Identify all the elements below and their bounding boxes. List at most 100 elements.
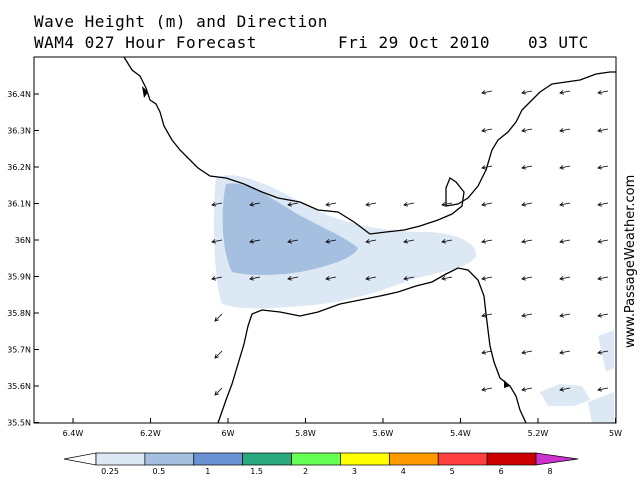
scale-swatch bbox=[95, 452, 146, 466]
wave-arrow bbox=[597, 165, 609, 169]
wave-arrow-head bbox=[521, 90, 526, 95]
wave-arrow bbox=[521, 387, 533, 391]
wave-arrow bbox=[597, 90, 609, 94]
wave-arrow-head bbox=[521, 313, 526, 318]
wave-arrow-head bbox=[559, 128, 564, 133]
watermark: www.PassageWeather.com bbox=[623, 175, 638, 348]
wave-arrow-head bbox=[597, 313, 602, 318]
wave-arrow bbox=[559, 90, 571, 94]
wave-arrow-head bbox=[249, 276, 254, 281]
wave-arrow-head bbox=[521, 239, 526, 244]
wave-arrow-head bbox=[481, 202, 486, 207]
latitude-label: 36.2N bbox=[7, 163, 31, 172]
scale-label: 0.25 bbox=[101, 467, 119, 476]
islet-mark bbox=[504, 380, 510, 388]
scale-label: 6 bbox=[499, 467, 504, 476]
wave-arrow-head bbox=[481, 387, 486, 392]
latitude-label: 35.9N bbox=[7, 273, 31, 282]
wave-arrow-head bbox=[481, 90, 486, 95]
wave-arrow-head bbox=[559, 387, 564, 392]
wave-arrow bbox=[559, 276, 571, 280]
wave-arrow bbox=[559, 313, 571, 317]
wave-arrow bbox=[481, 239, 493, 243]
wave-arrow-head bbox=[214, 317, 219, 322]
wave-arrow-head bbox=[365, 239, 370, 244]
wave-arrow bbox=[211, 239, 223, 243]
scale-swatch bbox=[437, 452, 488, 466]
wave-arrow-head bbox=[365, 276, 370, 281]
wave-arrow-head bbox=[559, 90, 564, 95]
wave-arrow bbox=[249, 202, 261, 206]
wave-arrow bbox=[481, 313, 493, 317]
wave-arrow bbox=[214, 387, 223, 396]
wave-arrow-head bbox=[559, 276, 564, 281]
wave-arrow-head bbox=[325, 276, 330, 281]
wave-arrow bbox=[481, 387, 493, 391]
wave-arrow-head bbox=[287, 276, 292, 281]
wave-arrow bbox=[597, 313, 609, 317]
wave-arrow bbox=[325, 276, 337, 280]
wave-arrow-head bbox=[597, 387, 602, 392]
scale-label: 8 bbox=[547, 467, 552, 476]
latitude-label: 36.1N bbox=[7, 200, 31, 209]
wave-arrow bbox=[597, 239, 609, 243]
wave-arrow-head bbox=[403, 202, 408, 207]
wave-arrow-head bbox=[249, 239, 254, 244]
longitude-label: 5.4W bbox=[450, 429, 471, 438]
longitude-label: 5.6W bbox=[373, 429, 394, 438]
coastline-south bbox=[217, 267, 527, 423]
wave-arrow-head bbox=[325, 202, 330, 207]
wave-arrow bbox=[521, 128, 533, 132]
wave-arrow-head bbox=[597, 165, 602, 170]
scale-swatch bbox=[63, 452, 97, 466]
coastline-north bbox=[123, 57, 616, 235]
wave-arrow-head bbox=[597, 276, 602, 281]
wave-arrow bbox=[441, 202, 453, 206]
wave-arrow bbox=[441, 276, 453, 280]
scale-label: 0.5 bbox=[153, 467, 166, 476]
wave-arrow bbox=[521, 202, 533, 206]
wave-arrow-head bbox=[597, 202, 602, 207]
wave-arrow bbox=[559, 165, 571, 169]
wave-arrow bbox=[597, 350, 609, 354]
wave-arrow bbox=[214, 350, 223, 359]
scale-label: 5 bbox=[450, 467, 455, 476]
wave-arrow bbox=[559, 202, 571, 206]
latitude-label: 35.7N bbox=[7, 346, 31, 355]
wave-arrow-head bbox=[559, 350, 564, 355]
latitude-label: 35.5N bbox=[7, 419, 31, 428]
forecast-subtitle: WAM4 027 Hour Forecast bbox=[34, 33, 257, 52]
wave-arrow-head bbox=[287, 239, 292, 244]
wave-arrow-head bbox=[481, 165, 486, 170]
wave-arrow bbox=[559, 128, 571, 132]
longitude-label: 5.8W bbox=[295, 429, 316, 438]
wave-arrow bbox=[211, 276, 223, 280]
wave-arrow bbox=[365, 239, 377, 243]
wave-arrow bbox=[521, 276, 533, 280]
wave-arrow bbox=[403, 276, 415, 280]
scale-swatch bbox=[340, 452, 390, 466]
wave-arrow bbox=[597, 276, 609, 280]
wave-band-light bbox=[540, 330, 614, 423]
wave-arrow-head bbox=[597, 239, 602, 244]
scale-label: 1.5 bbox=[250, 467, 263, 476]
scale-swatch bbox=[388, 452, 439, 466]
forecast-time: 03 UTC bbox=[528, 33, 589, 52]
wave-arrow-head bbox=[441, 239, 446, 244]
wave-arrow bbox=[521, 90, 533, 94]
wave-arrow bbox=[287, 276, 299, 280]
wave-arrow bbox=[597, 128, 609, 132]
scale-label: 3 bbox=[352, 467, 357, 476]
wave-arrow bbox=[211, 202, 223, 206]
wave-arrow-head bbox=[521, 276, 526, 281]
wave-arrow bbox=[559, 350, 571, 354]
scale-label: 2 bbox=[303, 467, 308, 476]
wave-arrow bbox=[481, 276, 493, 280]
longitude-label: 5.2W bbox=[528, 429, 549, 438]
scale-swatch bbox=[193, 452, 244, 466]
latitude-label: 35.8N bbox=[7, 309, 31, 318]
latitude-label: 36.3N bbox=[7, 127, 31, 136]
wave-arrow-head bbox=[597, 350, 602, 355]
latitude-label: 35.6N bbox=[7, 382, 31, 391]
